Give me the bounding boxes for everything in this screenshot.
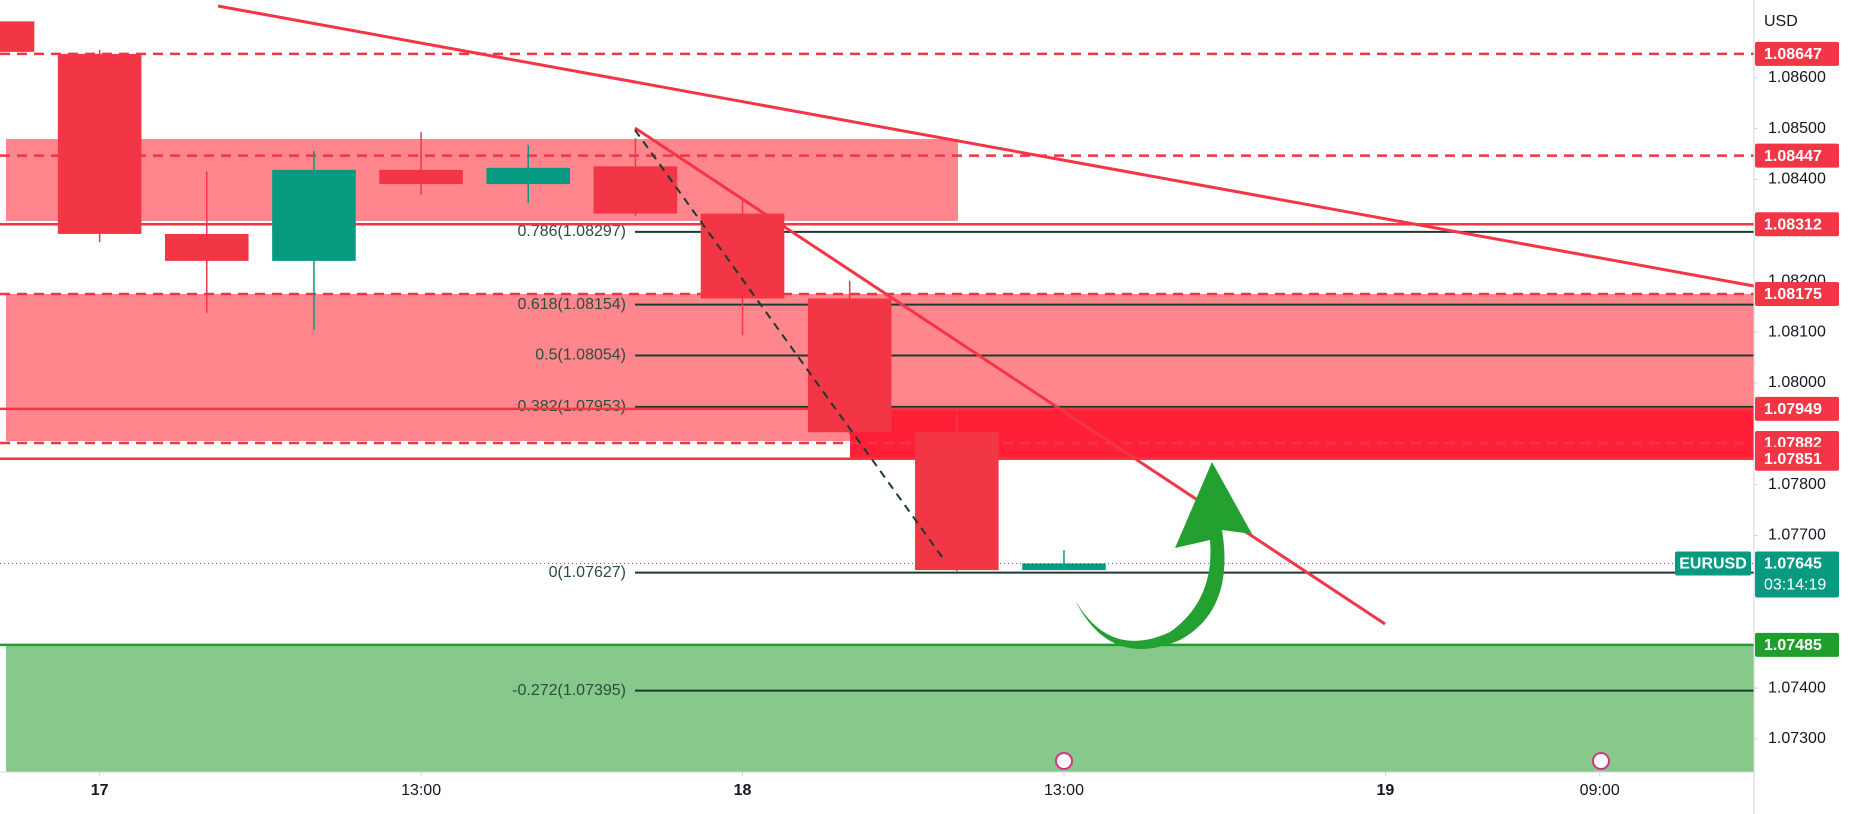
candle-body bbox=[165, 233, 249, 261]
candle-body bbox=[700, 213, 785, 299]
resistance-zone bbox=[850, 406, 1754, 458]
price-badge bbox=[1755, 212, 1839, 237]
y-tick-label: 1.08100 bbox=[1768, 323, 1826, 340]
fib-label: 0.5(1.08054) bbox=[535, 347, 626, 364]
price-badge-label: 1.08647 bbox=[1764, 46, 1822, 63]
y-tick-label: 1.08000 bbox=[1768, 374, 1826, 391]
price-badge-label: 1.08312 bbox=[1764, 216, 1822, 233]
x-tick-label: 13:00 bbox=[1044, 782, 1084, 799]
event-icon bbox=[1055, 752, 1073, 770]
price-badge bbox=[1755, 446, 1839, 471]
x-tick-label: 13:00 bbox=[401, 782, 441, 799]
candle-body bbox=[486, 167, 571, 185]
y-tick-label: 1.07700 bbox=[1768, 527, 1826, 544]
price-badge bbox=[1755, 143, 1839, 168]
y-tick-label: 1.08500 bbox=[1768, 120, 1826, 137]
candle-body bbox=[57, 53, 142, 234]
trend-line bbox=[217, 4, 1755, 288]
trend-line bbox=[634, 126, 1386, 626]
y-tick-label: 1.08600 bbox=[1768, 69, 1826, 86]
candle-body bbox=[915, 432, 999, 571]
drawings bbox=[217, 4, 1755, 770]
price-badge-label: 1.08175 bbox=[1764, 286, 1822, 303]
fib-label: 0.618(1.08154) bbox=[517, 296, 626, 313]
axes: 1.086001.085001.084001.082001.081001.080… bbox=[91, 41, 1839, 799]
zones bbox=[6, 139, 1754, 772]
last-price-label: 1.07645 bbox=[1764, 556, 1822, 573]
candle-body bbox=[379, 169, 463, 185]
demand-zone bbox=[6, 644, 1754, 772]
x-tick-label: 09:00 bbox=[1580, 782, 1620, 799]
candle-body bbox=[593, 166, 678, 214]
arrow bbox=[1075, 462, 1252, 649]
symbol-label: EURUSD bbox=[1679, 556, 1747, 573]
currency: USD bbox=[1764, 13, 1798, 30]
price-badge bbox=[1755, 396, 1839, 421]
candle-body bbox=[1022, 563, 1106, 571]
countdown: 03:14:19 bbox=[1764, 577, 1826, 594]
price-badge bbox=[1755, 632, 1839, 657]
fib-label: 0.382(1.07953) bbox=[517, 398, 626, 415]
y-tick-label: 1.07400 bbox=[1768, 679, 1826, 696]
marks: 0.786(1.08297) 0.618(1.08154) 0.5(1.08054)… bbox=[0, 21, 1754, 699]
last-price-badge bbox=[1755, 551, 1839, 598]
supply-zone bbox=[6, 139, 958, 221]
price-badge-label: 1.07851 bbox=[1764, 451, 1822, 468]
fib-trend-line bbox=[634, 129, 946, 562]
y-tick-label: 1.07300 bbox=[1768, 730, 1826, 747]
y-tick-label: 1.08400 bbox=[1768, 171, 1826, 188]
price-badge bbox=[1755, 281, 1839, 306]
candle-body bbox=[807, 298, 892, 433]
fib-label: 0.786(1.08297) bbox=[517, 223, 626, 240]
x-tick-label: 19 bbox=[1377, 782, 1395, 799]
price-badge bbox=[1755, 41, 1839, 66]
candle-body bbox=[272, 169, 356, 261]
fib-label: -0.272(1.07395) bbox=[512, 682, 626, 699]
price-badge-label: 1.07949 bbox=[1764, 401, 1822, 418]
price-badge-label: 1.07485 bbox=[1764, 637, 1822, 654]
x-tick-label: 17 bbox=[91, 782, 109, 799]
y-tick-label: 1.07800 bbox=[1768, 476, 1826, 493]
price-badge-label: 1.08447 bbox=[1764, 148, 1822, 165]
symbol-badge bbox=[1675, 551, 1751, 576]
fib-label: 0(1.07627) bbox=[549, 564, 626, 581]
x-tick-label: 18 bbox=[734, 782, 752, 799]
event-icon bbox=[1592, 752, 1610, 770]
candle-body bbox=[0, 21, 35, 52]
